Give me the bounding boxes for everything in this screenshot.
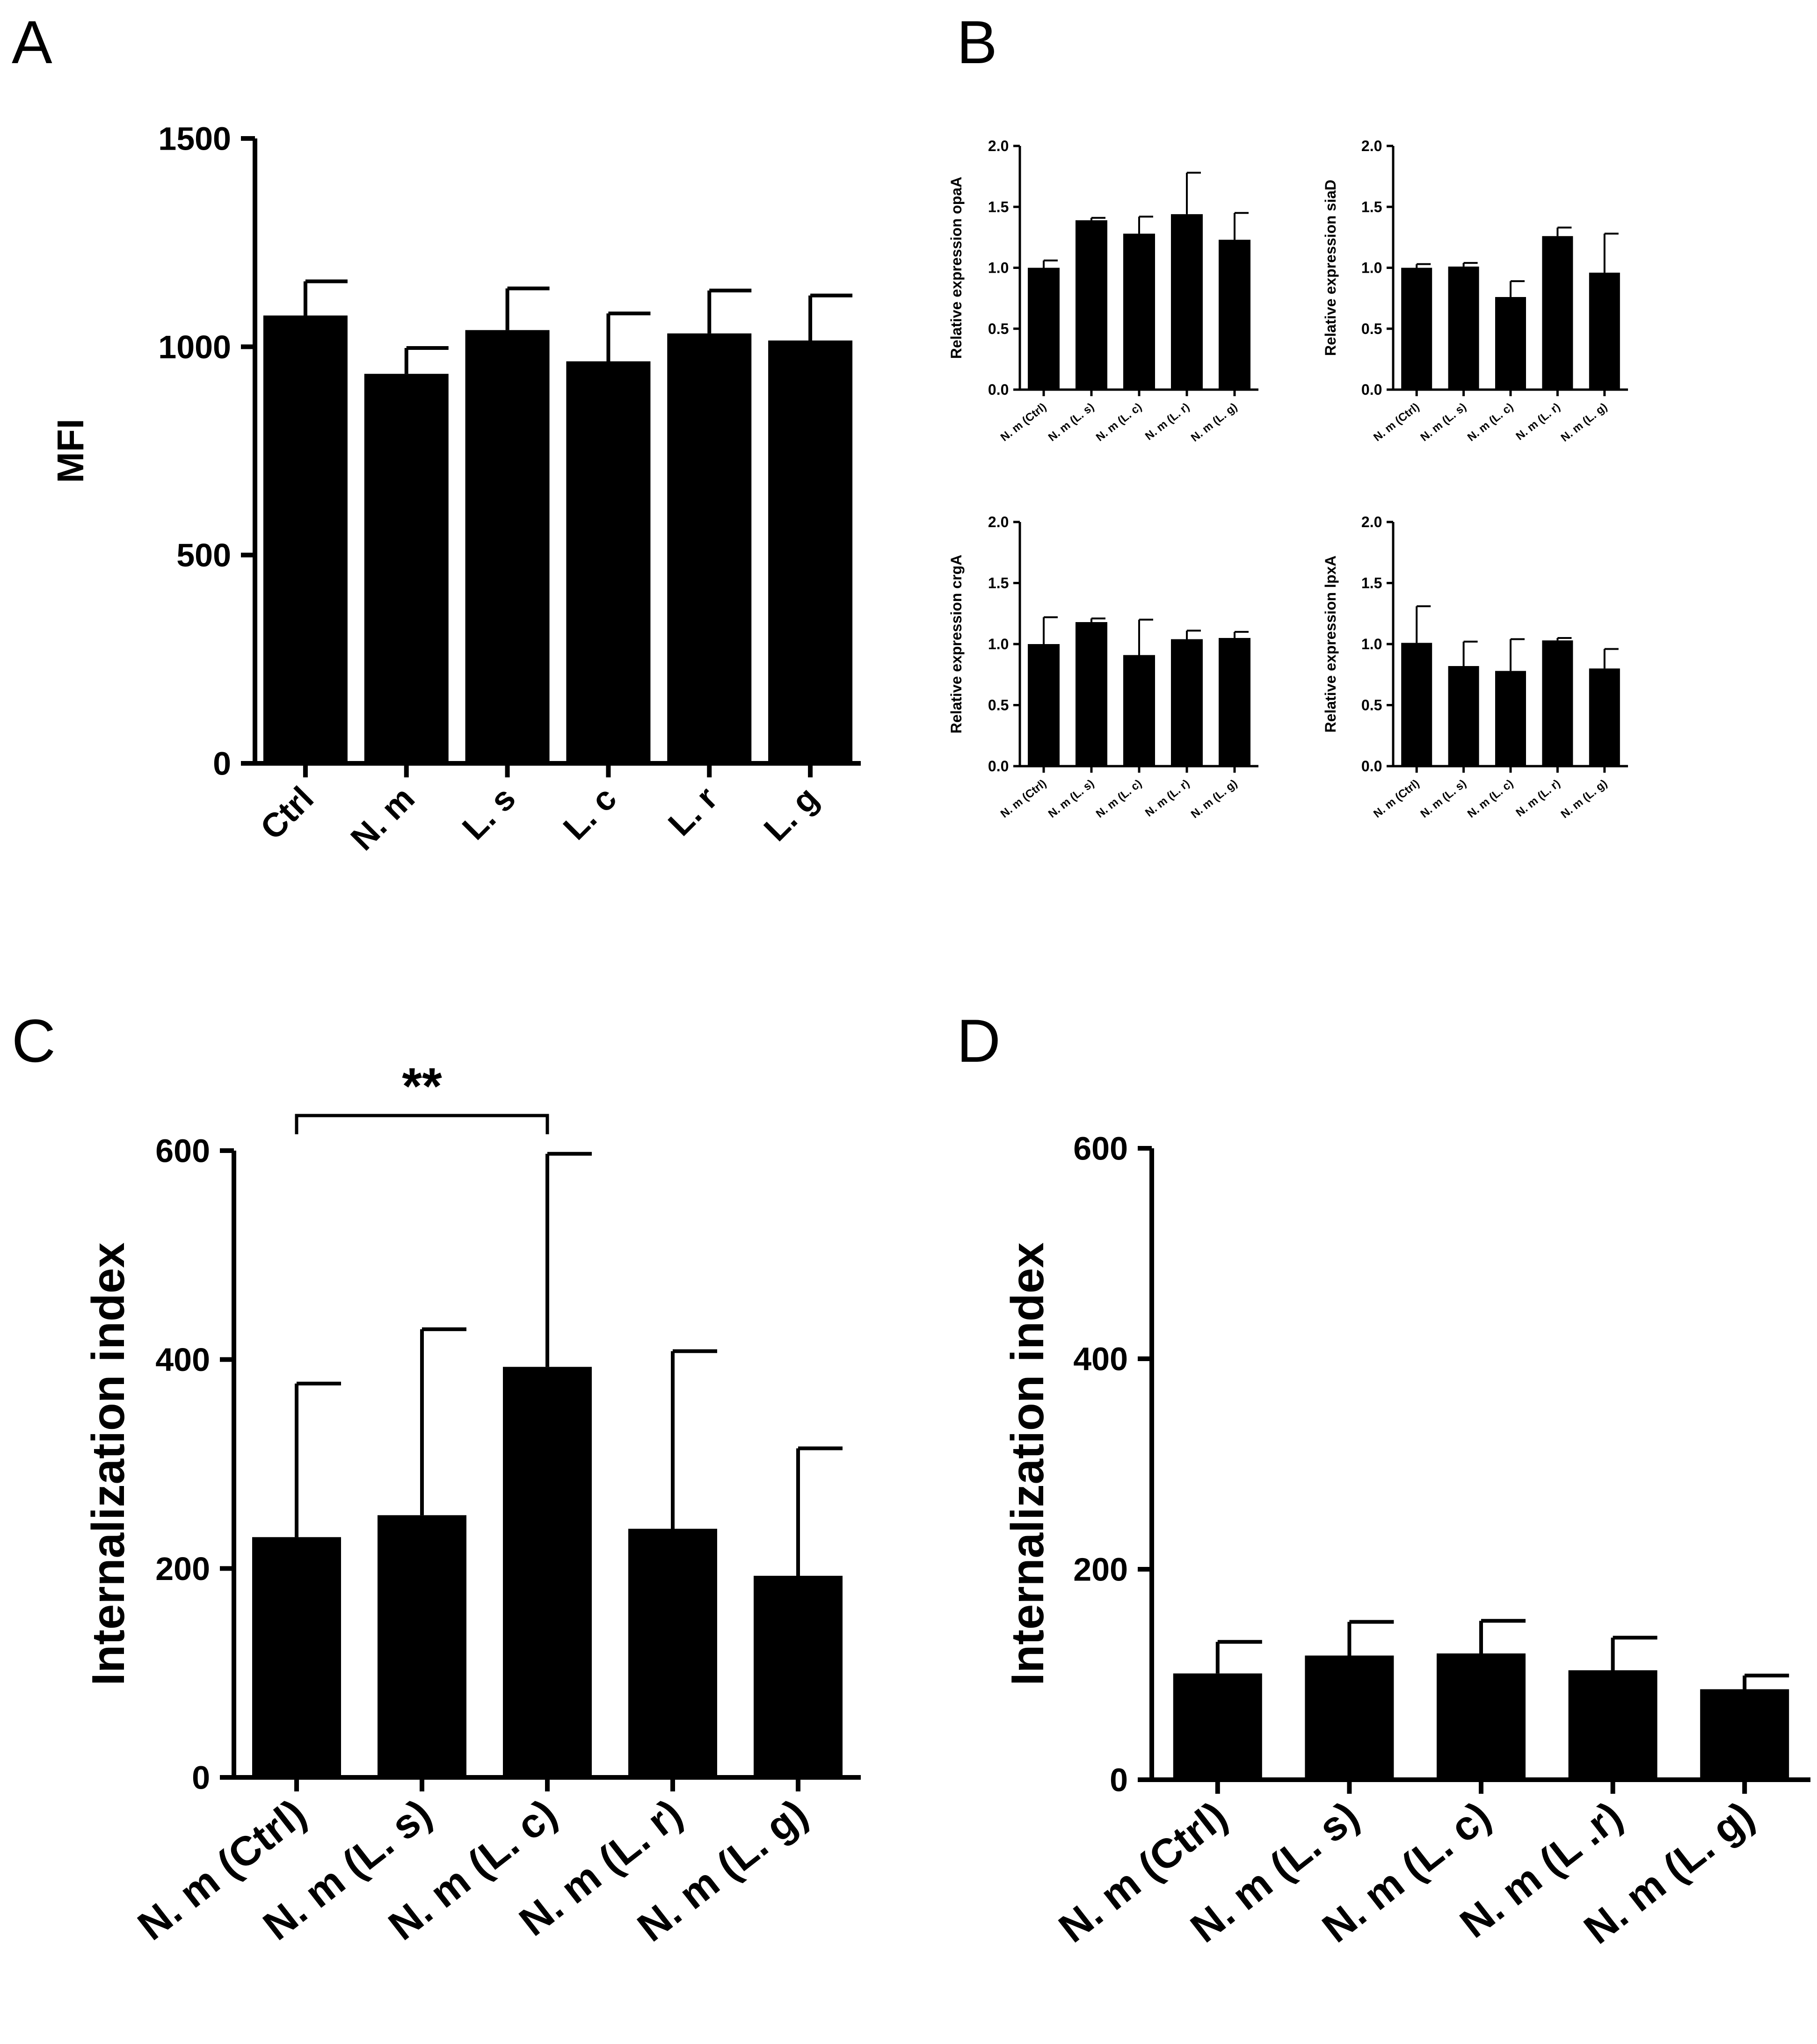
bar xyxy=(1028,268,1060,390)
bar xyxy=(754,1575,843,1777)
y-tick-label: 0.5 xyxy=(1361,320,1382,337)
bar xyxy=(1076,220,1107,390)
bar xyxy=(1542,640,1573,766)
y-tick-label: 2.0 xyxy=(1361,514,1382,530)
y-axis-label: Relative expression lpxA xyxy=(1322,556,1339,733)
y-tick-label: 1.5 xyxy=(988,575,1009,592)
panel-letter-d: D xyxy=(957,1007,1001,1075)
bar xyxy=(1171,214,1203,390)
bar xyxy=(1219,638,1250,766)
bar xyxy=(628,1529,717,1777)
bar xyxy=(1448,266,1479,390)
bar xyxy=(1401,643,1432,766)
y-tick-label: 400 xyxy=(1073,1341,1128,1377)
bar xyxy=(263,315,348,763)
bar xyxy=(364,374,449,763)
bar xyxy=(465,330,550,763)
y-tick-label: 0.0 xyxy=(988,381,1009,398)
y-tick-label: 400 xyxy=(155,1341,210,1378)
bar xyxy=(1568,1670,1657,1780)
y-tick-label: 1500 xyxy=(158,121,231,157)
bar xyxy=(1437,1653,1526,1780)
bar xyxy=(1589,668,1620,766)
y-tick-label: 2.0 xyxy=(988,138,1009,154)
y-tick-label: 500 xyxy=(176,537,231,573)
y-axis-label: Relative expression crgA xyxy=(948,555,965,733)
bar xyxy=(378,1515,466,1777)
y-tick-label: 200 xyxy=(155,1551,210,1587)
y-tick-label: 600 xyxy=(1073,1131,1128,1167)
bar xyxy=(1123,233,1155,390)
significance-bracket xyxy=(295,1114,549,1134)
y-tick-label: 0 xyxy=(1110,1762,1128,1798)
significance-label: ** xyxy=(402,1058,442,1115)
panel-letter-b: B xyxy=(957,8,997,76)
bar xyxy=(1700,1689,1789,1780)
bar xyxy=(566,361,651,763)
bar xyxy=(1173,1673,1262,1780)
y-tick-label: 0.5 xyxy=(988,320,1009,337)
bar xyxy=(1219,239,1250,390)
bar xyxy=(1171,639,1203,766)
y-tick-label: 1000 xyxy=(158,329,231,365)
y-tick-label: 2.0 xyxy=(1361,138,1382,154)
y-tick-label: 0.0 xyxy=(1361,758,1382,775)
bar xyxy=(1495,671,1526,766)
y-tick-label: 1.0 xyxy=(1361,636,1382,652)
bar xyxy=(1542,236,1573,390)
y-tick-label: 0.0 xyxy=(988,758,1009,775)
y-tick-label: 0.5 xyxy=(988,697,1009,714)
bar xyxy=(252,1537,341,1777)
bar xyxy=(1076,622,1107,766)
y-axis-label: Relative expression siaD xyxy=(1322,180,1339,356)
y-tick-label: 1.5 xyxy=(988,198,1009,215)
bar xyxy=(768,340,853,763)
bar xyxy=(1401,268,1432,390)
y-tick-label: 1.0 xyxy=(988,260,1009,276)
y-axis-label: Relative expression opaA xyxy=(948,177,965,359)
bar xyxy=(1123,655,1155,766)
bar xyxy=(1589,272,1620,390)
y-tick-label: 0 xyxy=(213,746,231,782)
y-tick-label: 1.5 xyxy=(1361,575,1382,592)
y-tick-label: 1.0 xyxy=(988,636,1009,652)
y-tick-label: 2.0 xyxy=(988,514,1009,530)
y-tick-label: 1.0 xyxy=(1361,260,1382,276)
bar xyxy=(1305,1655,1394,1780)
y-tick-label: 200 xyxy=(1073,1551,1128,1588)
y-tick-label: 0 xyxy=(192,1760,210,1796)
bar xyxy=(667,333,752,763)
y-tick-label: 600 xyxy=(155,1133,210,1169)
y-tick-label: 0.5 xyxy=(1361,697,1382,714)
panel-letter-a: A xyxy=(12,8,52,76)
y-tick-label: 0.0 xyxy=(1361,381,1382,398)
bar xyxy=(1028,644,1060,766)
panel-letter-c: C xyxy=(12,1007,56,1075)
bar xyxy=(503,1367,592,1777)
bar xyxy=(1495,297,1526,390)
y-axis-label: MFI xyxy=(50,419,91,483)
y-tick-label: 1.5 xyxy=(1361,198,1382,215)
bar xyxy=(1448,666,1479,766)
y-axis-label: Internalization index xyxy=(82,1242,134,1685)
y-axis-label: Internalization index xyxy=(1002,1242,1053,1685)
